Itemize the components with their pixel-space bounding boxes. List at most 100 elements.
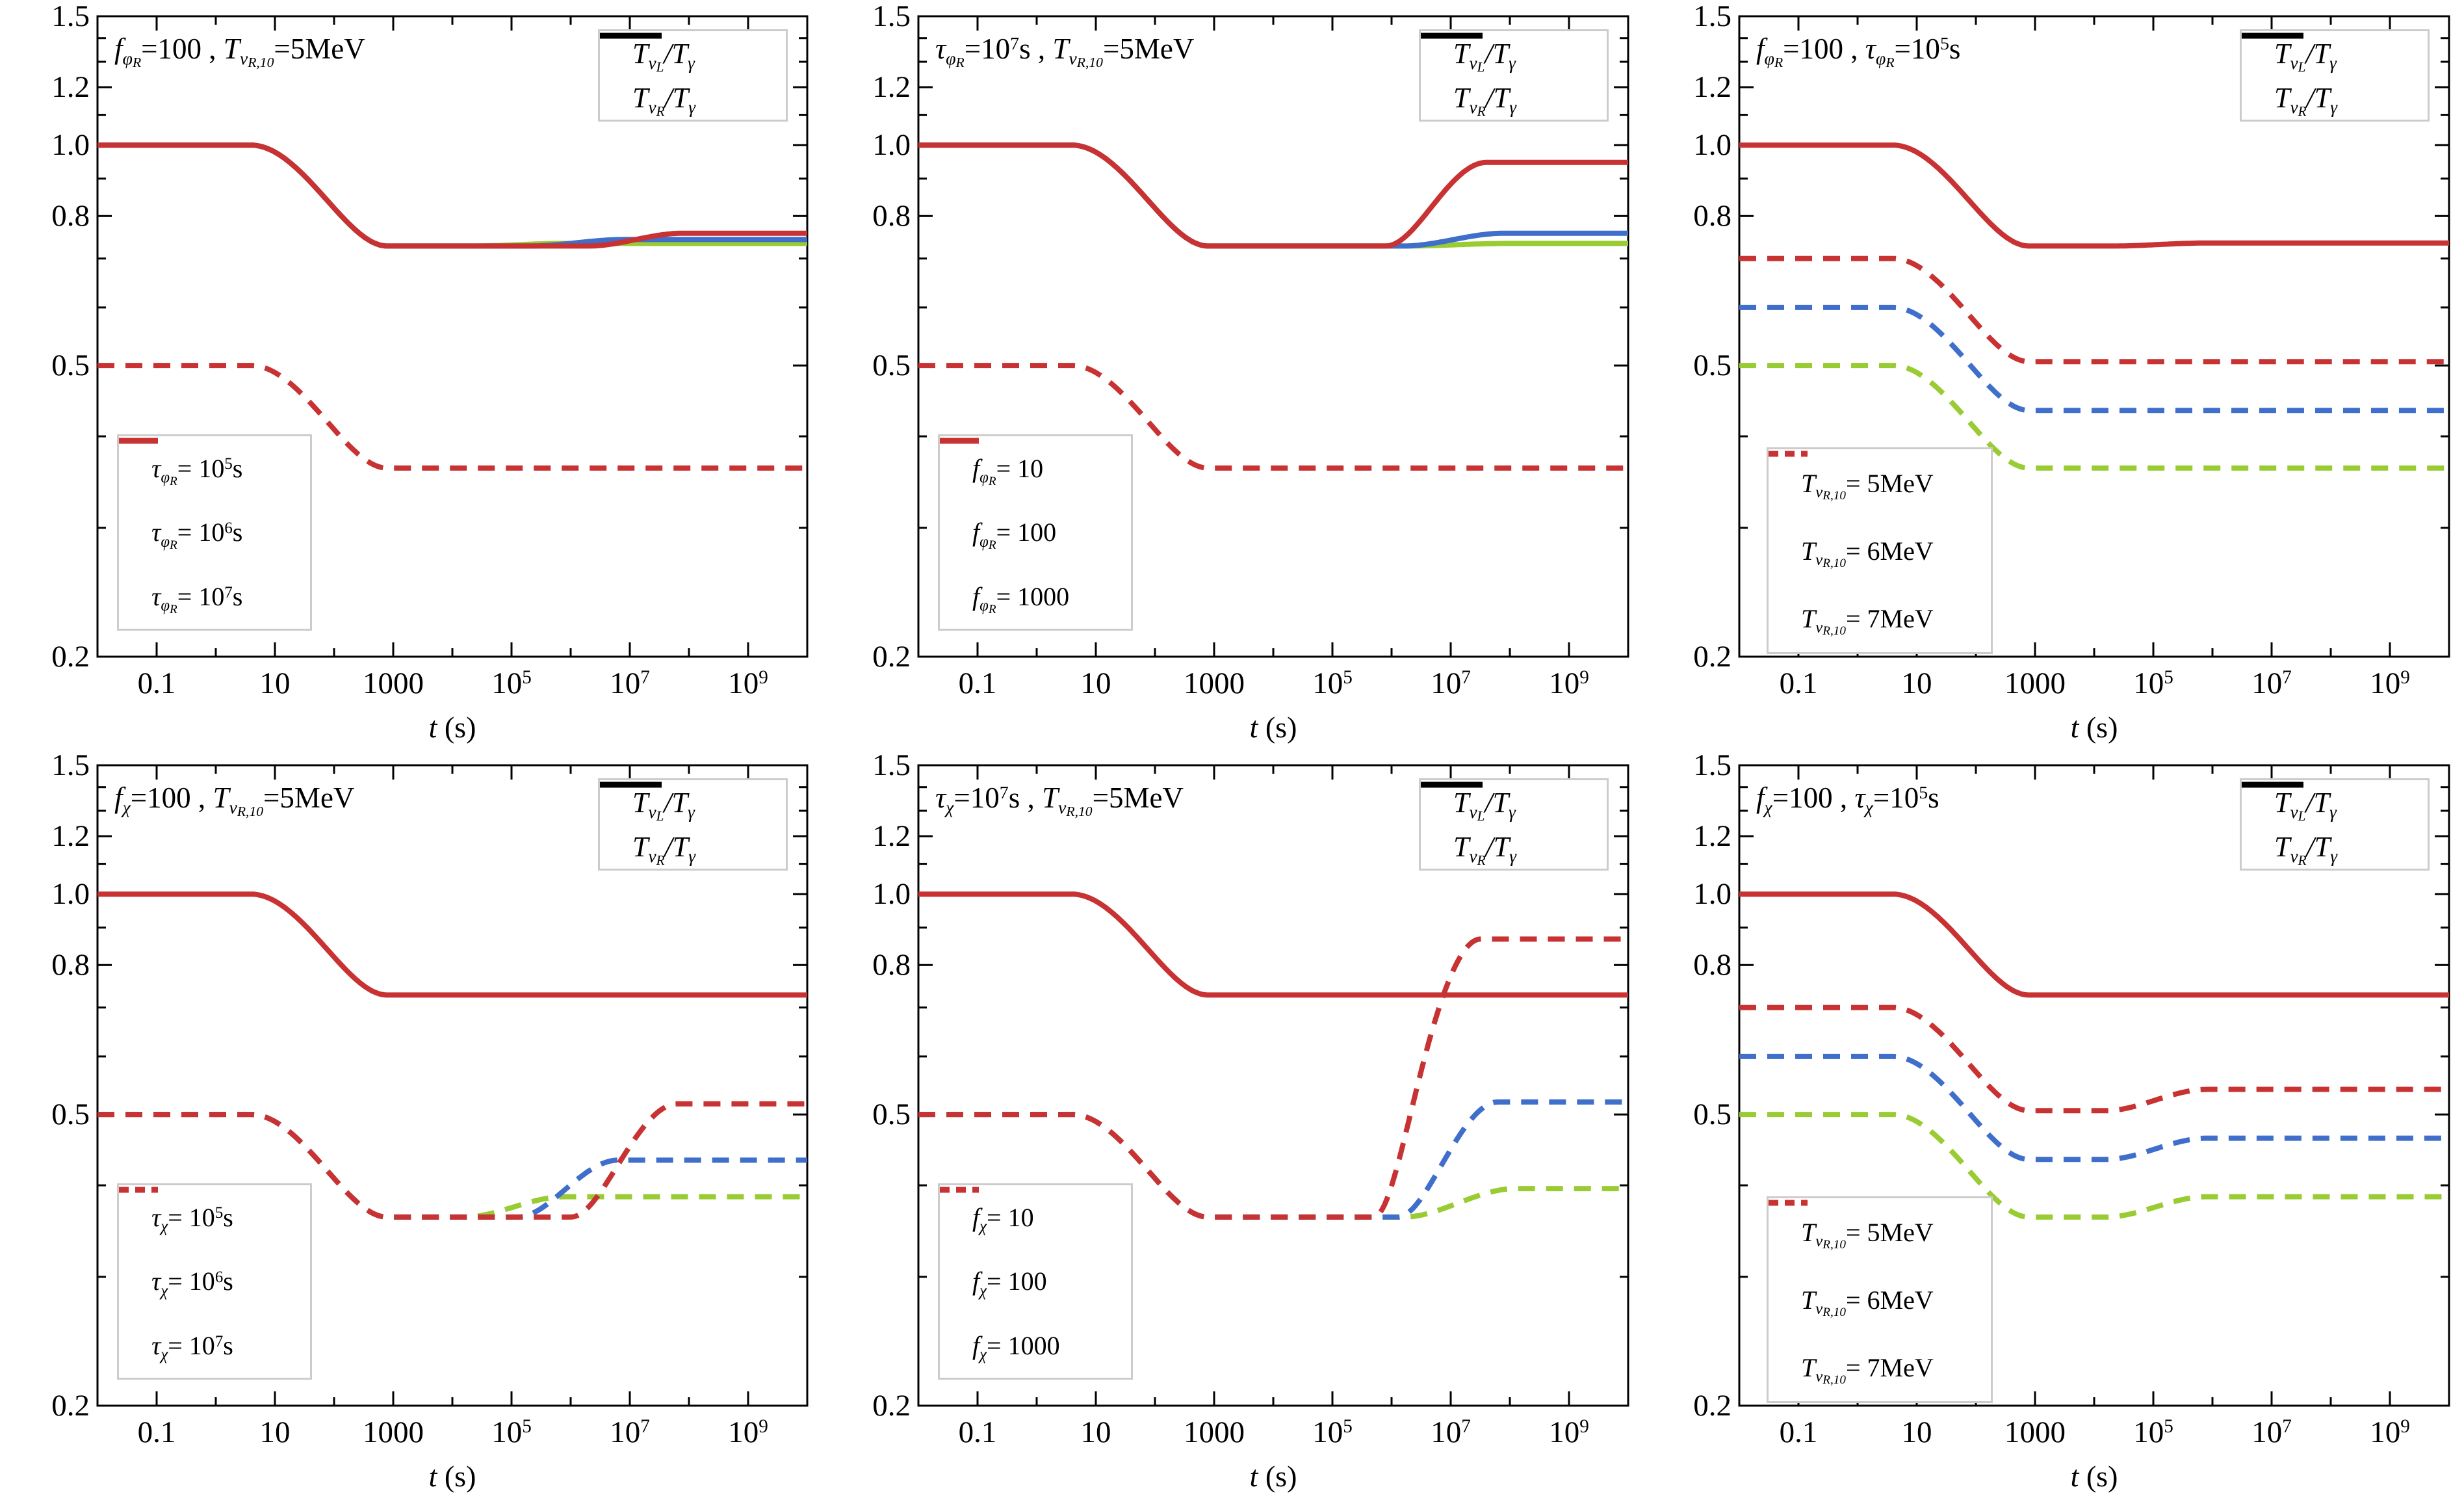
legend-row: fχ= 1000 xyxy=(940,1187,1131,1363)
parameter-legend: τφR= 105s τφR= 106s τφR= 107s xyxy=(117,434,312,631)
math-token: T xyxy=(671,37,688,70)
math-token: = 10 xyxy=(177,582,225,612)
x-tick-label: 109 xyxy=(728,666,768,700)
math-token: τ xyxy=(935,782,946,814)
legend-row: τχ= 106s xyxy=(119,1187,310,1300)
math-token: φ xyxy=(161,597,170,615)
legend-row: TνR/Tγ xyxy=(1421,782,1607,868)
dashed-line-swatch xyxy=(940,1187,979,1193)
legend-label: TνR/Tγ xyxy=(1453,830,1516,868)
math-token: 5 xyxy=(224,455,233,473)
x-tick-label: 109 xyxy=(1549,666,1589,700)
line-type-legend: TνL/Tγ TνR/Tγ xyxy=(598,778,788,871)
math-token: T xyxy=(2274,81,2290,114)
math-token: ν xyxy=(1815,1367,1823,1386)
math-token: R,10 xyxy=(1822,1373,1846,1387)
legend-label: TνR,10= 6MeV xyxy=(1801,1285,1934,1320)
legend-label: τφR= 106s xyxy=(151,517,242,552)
math-token: ν xyxy=(1058,798,1067,819)
math-token: t xyxy=(428,711,437,744)
math-token: T xyxy=(1453,37,1470,70)
x-tick-label: 105 xyxy=(491,666,532,700)
math-token: T xyxy=(1492,37,1509,70)
x-tick-label: 0.1 xyxy=(958,666,997,700)
math-token: χ xyxy=(979,1218,987,1235)
dashed-line-swatch xyxy=(600,33,662,39)
y-tick-label: 1.5 xyxy=(51,748,90,782)
math-token: ν xyxy=(648,846,656,866)
line-type-legend: TνL/Tγ TνR/Tγ xyxy=(2240,778,2430,871)
x-tick-label: 109 xyxy=(2370,666,2410,700)
math-token: / xyxy=(664,37,672,70)
x-tick-label: 105 xyxy=(491,1415,532,1449)
y-tick-label: 0.8 xyxy=(51,948,90,982)
legend-row: τφR= 107s xyxy=(119,438,310,616)
x-tick-label: 109 xyxy=(1549,1415,1589,1449)
math-token: L xyxy=(2298,59,2306,75)
legend-row: TνR/Tγ xyxy=(1421,33,1607,119)
math-token: T xyxy=(672,81,689,114)
math-token: χ xyxy=(161,1346,168,1364)
math-token: τ xyxy=(151,518,161,547)
x-tick-label: 1000 xyxy=(2004,666,2066,700)
legend-row: TνR,10= 7MeV xyxy=(1769,451,1991,638)
y-tick-label: 0.5 xyxy=(872,348,911,383)
math-token: γ xyxy=(2329,53,2337,73)
dashed-line-swatch xyxy=(600,782,662,788)
math-token: ν xyxy=(1469,802,1477,822)
legend-row: τφR= 105s xyxy=(119,438,310,488)
math-token: =5MeV xyxy=(1092,782,1184,814)
plot-bottom-middle xyxy=(917,764,1629,1407)
legend-label: TνR,10= 5MeV xyxy=(1801,468,1934,503)
math-token: T xyxy=(2274,37,2290,70)
math-token: t xyxy=(2070,1460,2079,1493)
math-token: =5MeV xyxy=(263,782,355,814)
math-token: T xyxy=(632,830,649,863)
x-tick-label: 10 xyxy=(259,666,291,700)
x-tick-label: 10 xyxy=(1080,666,1111,700)
math-token: s xyxy=(223,1202,233,1232)
math-token: φ xyxy=(1875,49,1886,70)
math-token: R xyxy=(1774,55,1783,71)
math-token: R xyxy=(170,538,177,553)
math-token: T xyxy=(1801,1285,1816,1315)
math-token: γ xyxy=(688,802,695,822)
legend-label: τφR= 105s xyxy=(151,453,242,488)
legend-label: TνL/Tγ xyxy=(632,786,695,824)
legend-row: TνR,10= 6MeV xyxy=(1769,451,1991,570)
math-token: = 10 xyxy=(996,453,1044,483)
x-tick-label: 1000 xyxy=(363,1415,424,1449)
math-token: R xyxy=(170,603,177,617)
parameter-legend: TνR,10= 5MeV TνR,10= 6MeV TνR,10= 7MeV xyxy=(1767,447,1993,654)
legend-label: τφR= 107s xyxy=(151,581,242,616)
math-token: =100 , xyxy=(130,782,213,814)
x-tick-label: 0.1 xyxy=(137,1415,176,1449)
curve-TnuL-f-1000 xyxy=(918,142,1628,249)
math-token: = 100 xyxy=(987,1267,1047,1296)
math-token: (s) xyxy=(1258,711,1297,744)
panel-top-left: 0.1 10 1000 105 107 109 1.5 1.2 1.0 0.8 0.5 0.2 t (s… xyxy=(0,0,821,749)
math-token: χ xyxy=(161,1218,168,1235)
legend-row: TνL/Tγ xyxy=(2242,33,2428,75)
math-token: τ xyxy=(151,1331,161,1361)
y-tick-label: 1.0 xyxy=(51,877,90,912)
x-tick-label: 107 xyxy=(610,1415,650,1449)
legend-row: τχ= 105s xyxy=(119,1187,310,1235)
math-token: / xyxy=(664,786,672,819)
math-token: ν xyxy=(1469,97,1477,117)
math-token: / xyxy=(664,830,673,863)
plot-bottom-left xyxy=(96,764,809,1407)
panel-title: fφR=100 , TνR,10=5MeV xyxy=(114,32,365,70)
math-token: s xyxy=(1949,33,1961,65)
x-tick-label: 109 xyxy=(2370,1415,2410,1449)
x-tick-label: 0.1 xyxy=(958,1415,997,1449)
math-token: / xyxy=(1485,81,1494,114)
curve-TnuR xyxy=(918,363,1628,471)
math-token: T xyxy=(1801,603,1816,633)
legend-label: τχ= 107s xyxy=(151,1330,233,1364)
math-token: T xyxy=(1801,1352,1816,1382)
math-token: T xyxy=(2314,830,2331,863)
math-token: ν xyxy=(1815,551,1823,569)
y-tick-label: 0.5 xyxy=(872,1097,911,1132)
math-token: τ xyxy=(151,1267,161,1296)
